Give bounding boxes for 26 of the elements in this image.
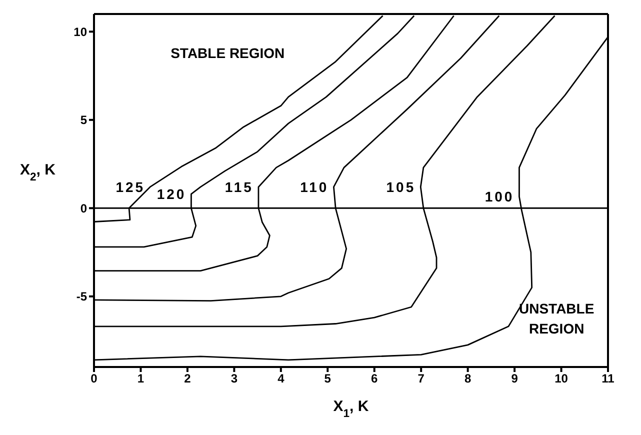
x-tick-label: 10 bbox=[554, 372, 568, 386]
y-tick-label: 10 bbox=[74, 24, 88, 39]
x-tick-label: 4 bbox=[278, 372, 285, 386]
series-label: 125 bbox=[116, 178, 146, 195]
x-tick-label: 1 bbox=[137, 372, 144, 386]
x-tick-label: 7 bbox=[418, 372, 425, 386]
y-tick-label: 5 bbox=[80, 113, 88, 128]
y-tick-label: -5 bbox=[76, 290, 88, 304]
annotation: UNSTABLE REGION bbox=[519, 300, 594, 337]
series-label: 120 bbox=[156, 186, 186, 202]
y-tick-label: 0 bbox=[80, 201, 88, 216]
x-tick-label: 0 bbox=[90, 372, 98, 386]
x-tick-label: 5 bbox=[324, 372, 332, 386]
x-tick-label: 2 bbox=[184, 372, 192, 386]
x-tick-label: 6 bbox=[371, 372, 378, 386]
x-tick-label: 9 bbox=[511, 372, 518, 386]
x-axis-title: X$_{1}$, K bbox=[333, 398, 369, 420]
annotation: STABLE REGION bbox=[170, 44, 285, 61]
x-tick-label: 11 bbox=[602, 372, 615, 386]
series-label: 100 bbox=[484, 188, 514, 205]
series-label: 110 bbox=[300, 178, 329, 195]
series-label: 115 bbox=[224, 178, 254, 195]
series-label: 105 bbox=[386, 178, 416, 195]
x-tick-label: 3 bbox=[230, 372, 238, 386]
y-axis-title: X$_{2}$, K bbox=[20, 162, 56, 184]
x-tick-label: 8 bbox=[464, 372, 472, 386]
